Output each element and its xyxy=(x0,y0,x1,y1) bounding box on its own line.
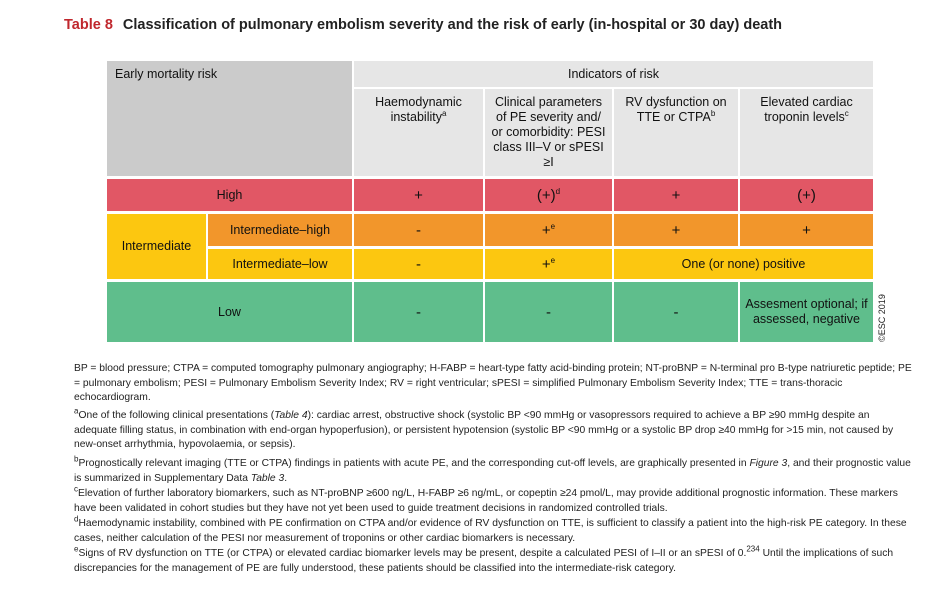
row-intermediate-label: Intermediate xyxy=(107,214,206,279)
header-haemodynamic: Haemodynamic instabilitya xyxy=(354,89,483,176)
row-int-low-clinical: +e xyxy=(485,249,612,279)
header-troponin: Elevated cardiac troponin levelsc xyxy=(740,89,873,176)
row-int-high-haemodynamic: - xyxy=(354,214,483,246)
row-high-label: High xyxy=(107,179,352,211)
row-low-clinical: - xyxy=(485,282,612,342)
header-clinical-parameters: Clinical parameters of PE severity and/ … xyxy=(485,89,612,176)
footnote-d: dHaemodynamic instability, combined with… xyxy=(74,514,907,544)
header-rv-dysfunction-text: RV dysfunction on TTE or CTPAb xyxy=(625,95,727,124)
header-clinical-parameters-text: Clinical parameters of PE severity and/ … xyxy=(491,95,606,169)
row-low-troponin: Assesment optional; if assessed, negativ… xyxy=(740,282,873,342)
row-int-high-clinical: +e xyxy=(485,214,612,246)
footnote-b-figure-ref[interactable]: Figure 3 xyxy=(749,458,788,469)
header-indicators: Indicators of risk xyxy=(354,61,873,87)
header-mortality-risk-text: Early mortality risk xyxy=(115,67,218,81)
header-troponin-text: Elevated cardiac troponin levelsc xyxy=(760,95,853,124)
footnote-a: aOne of the following clinical presentat… xyxy=(74,406,894,450)
table-caption: Classification of pulmonary embolism sev… xyxy=(122,17,783,33)
row-high-haemodynamic: + xyxy=(354,179,483,211)
row-int-high-troponin: + xyxy=(740,214,873,246)
footnote-a-table-ref[interactable]: Table 4 xyxy=(274,410,308,421)
copyright-mark: ©ESC 2019 xyxy=(877,294,887,342)
row-int-low-haemodynamic: - xyxy=(354,249,483,279)
footnote-e: eSigns of RV dysfunction on TTE (or CTPA… xyxy=(74,544,894,574)
row-high-rv: + xyxy=(614,179,738,211)
row-high-clinical: (+)d xyxy=(485,179,612,211)
table-number: Table 8 xyxy=(64,17,113,33)
header-mortality-risk: Early mortality risk xyxy=(107,61,352,176)
row-low-label: Low xyxy=(107,282,352,342)
row-low-rv: - xyxy=(614,282,738,342)
row-int-low-label: Intermediate–low xyxy=(208,249,352,279)
row-int-high-rv: + xyxy=(614,214,738,246)
row-int-high-label: Intermediate–high xyxy=(208,214,352,246)
table-title: Table 8 Classification of pulmonary embol… xyxy=(64,17,782,33)
row-low-haemodynamic: - xyxy=(354,282,483,342)
footnote-abbreviations: BP = blood pressure; CTPA = computed tom… xyxy=(74,363,912,403)
footnote-c: cElevation of further laboratory biomark… xyxy=(74,484,898,514)
footnote-b-table-ref[interactable]: Table 3 xyxy=(250,472,285,484)
row-int-low-rv-troponin: One (or none) positive xyxy=(614,249,873,279)
header-rv-dysfunction: RV dysfunction on TTE or CTPAb xyxy=(614,89,738,176)
header-indicators-text: Indicators of risk xyxy=(567,66,659,81)
header-haemodynamic-text: Haemodynamic instabilitya xyxy=(375,95,462,124)
row-high-troponin: (+) xyxy=(740,179,873,211)
footnote-e-reference[interactable]: 234 xyxy=(746,544,760,554)
footnote-b: bPrognostically relevant imaging (TTE or… xyxy=(74,454,911,484)
